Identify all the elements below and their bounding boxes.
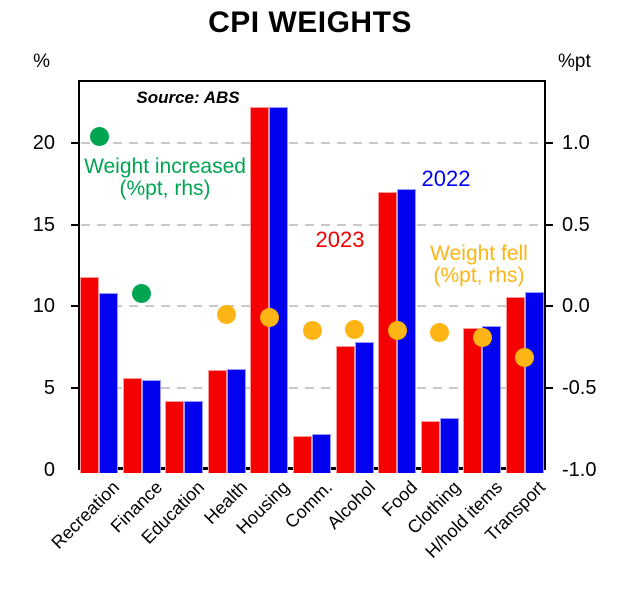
bar-2022-education xyxy=(184,401,204,473)
annotation-weight-fell: Weight fell (%pt, rhs) xyxy=(369,243,589,287)
dot-weight-fell-housing xyxy=(259,308,279,328)
bar-2022-h-hold-items xyxy=(482,326,502,473)
annotation-series-2023: 2023 xyxy=(315,227,365,252)
annotation-weight-increased: Weight increased (%pt, rhs) xyxy=(45,156,285,200)
bar-2023-education xyxy=(165,401,185,473)
bar-2022-alcohol xyxy=(354,342,374,473)
bar-2022-recreation xyxy=(99,293,119,473)
left-axis-tick-20 xyxy=(71,141,78,144)
dot-weight-fell-health xyxy=(217,305,237,325)
dot-weight-fell-food xyxy=(387,321,407,341)
bar-2022-health xyxy=(226,368,246,473)
bar-2023-clothing xyxy=(420,420,440,473)
left-axis-unit-label: % xyxy=(33,51,50,72)
annotation-series-2022: 2022 xyxy=(421,166,471,191)
gridline-20 xyxy=(81,141,543,144)
source-note: Source: ABS xyxy=(136,88,240,107)
right-axis-tick-label--0.5: -0.5 xyxy=(562,377,597,400)
left-axis-tick-label-10: 10 xyxy=(32,295,55,318)
bar-2023-finance xyxy=(122,378,142,473)
left-axis-tick-label-20: 20 xyxy=(32,131,55,154)
gridline-15 xyxy=(81,223,543,226)
dot-weight-increased-finance xyxy=(132,283,152,303)
annotation-weight-increased-line1: Weight increased xyxy=(84,155,246,178)
left-axis-tick-label-0: 0 xyxy=(43,459,55,481)
bar-2023-recreation xyxy=(80,276,100,473)
right-axis-tick-label-0.0: 0.0 xyxy=(562,295,590,318)
right-axis-tick-label--1.0: -1.0 xyxy=(562,459,597,481)
bar-2023-housing xyxy=(250,106,270,473)
annotation-weight-fell-line1: Weight fell xyxy=(430,242,528,265)
bar-2023-alcohol xyxy=(335,345,355,473)
dot-weight-fell-transport xyxy=(515,347,535,367)
dot-weight-fell-comm xyxy=(302,321,322,341)
bar-2022-comm xyxy=(312,434,331,473)
right-axis-tick-10 xyxy=(546,305,553,308)
gridline-10 xyxy=(81,305,543,308)
dot-weight-fell-h-hold-items xyxy=(472,327,492,347)
right-axis-tick-label-1.0: 1.0 xyxy=(562,131,590,154)
left-axis-tick-label-15: 15 xyxy=(32,213,55,236)
chart-title: CPI WEIGHTS xyxy=(208,6,412,39)
left-axis-tick-5 xyxy=(71,387,78,390)
dot-weight-fell-clothing xyxy=(430,323,450,343)
right-axis-tick-20 xyxy=(546,141,553,144)
dot-weight-fell-alcohol xyxy=(345,319,365,339)
bar-2023-comm xyxy=(293,435,312,473)
bar-2023-transport xyxy=(505,296,525,473)
right-axis-tick-15 xyxy=(546,223,553,226)
right-axis-tick-5 xyxy=(546,387,553,390)
left-axis-tick-15 xyxy=(71,223,78,226)
annotation-weight-fell-line2: (%pt, rhs) xyxy=(433,264,525,287)
bar-2022-finance xyxy=(141,380,161,473)
left-axis-tick-10 xyxy=(71,305,78,308)
left-axis-tick-label-5: 5 xyxy=(43,377,55,400)
bar-2023-h-hold-items xyxy=(463,327,483,473)
gridline-5 xyxy=(81,387,543,390)
right-axis-tick-label-0.5: 0.5 xyxy=(562,213,590,236)
annotation-weight-increased-line2: (%pt, rhs) xyxy=(119,177,211,200)
bar-2022-transport xyxy=(524,291,544,473)
bar-2023-health xyxy=(207,370,227,473)
bar-2022-housing xyxy=(269,106,289,473)
bar-2022-clothing xyxy=(439,417,459,473)
dot-weight-increased-recreation xyxy=(89,126,109,146)
right-axis-unit-label: %pt xyxy=(558,51,591,72)
